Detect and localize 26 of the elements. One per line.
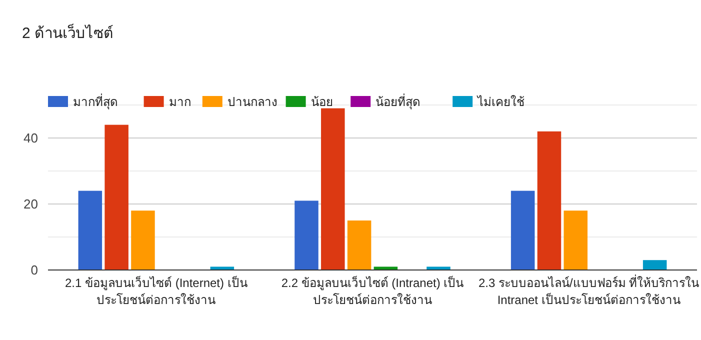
legend-label: น้อยที่สุด xyxy=(376,93,421,110)
bar xyxy=(537,131,562,270)
bar xyxy=(347,220,372,270)
legend-label: ปานกลาง xyxy=(227,95,278,110)
y-tick-label: 20 xyxy=(24,196,38,212)
bar xyxy=(426,266,450,270)
y-tick-label: 40 xyxy=(24,130,38,146)
bar xyxy=(131,210,155,270)
x-tick-label: 2.2 ข้อมูลบนเว็บไซต์ (Intranet) เป็น ประโยชน์ต่อการใช้งาน xyxy=(281,275,464,307)
bar xyxy=(374,266,398,270)
bar xyxy=(104,124,128,270)
legend-label: มาก xyxy=(168,95,191,110)
bar xyxy=(78,190,102,270)
bar xyxy=(321,108,345,270)
legend-label: มากที่สุด xyxy=(73,93,118,110)
bar xyxy=(564,210,588,270)
y-tick-label: 0 xyxy=(30,262,38,278)
bar xyxy=(510,190,535,270)
legend-label: ไม่เคยใช้ xyxy=(476,95,525,110)
legend-label: น้อย xyxy=(310,95,333,110)
bar xyxy=(642,260,667,270)
x-tick-label: 2.1 ข้อมูลบนเว็บไซต์ (Internet) เป็น ประโยชน์ต่อการใช้งาน xyxy=(64,275,248,307)
bar xyxy=(210,266,234,270)
bar xyxy=(294,200,318,270)
x-tick-label: 2.3 ระบบออนไลน์/แบบฟอร์ม ที่ให้บริการใน Intranet เป็นประโยชน์ต่อการใช้งาน xyxy=(478,274,700,307)
chart-title: 2 ด้านเว็บไซต์ xyxy=(22,23,114,42)
